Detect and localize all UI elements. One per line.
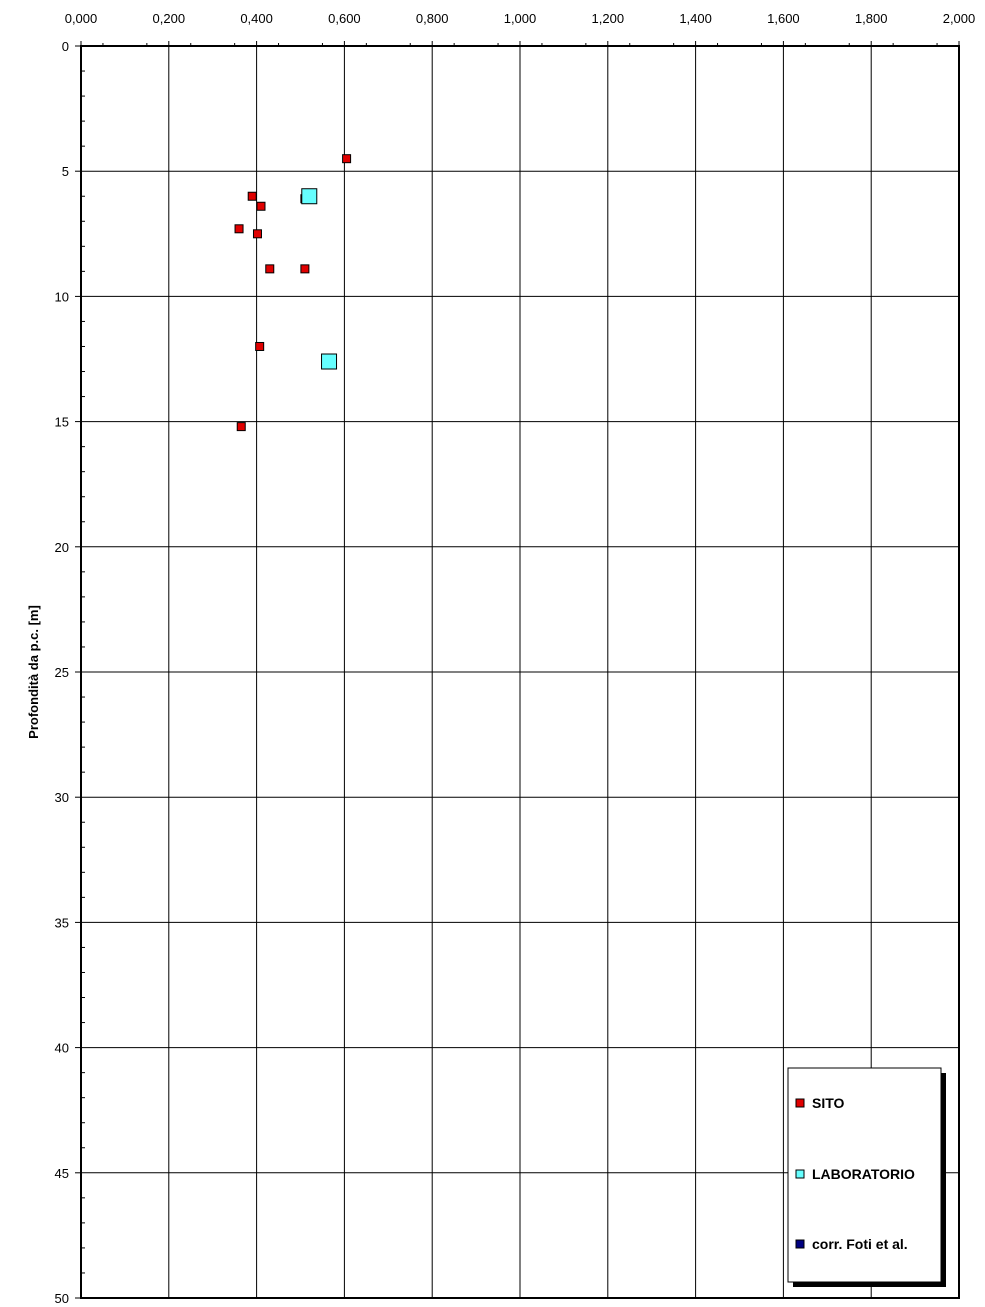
legend-marker <box>795 1098 805 1108</box>
y-tick-label: 45 <box>55 1166 69 1181</box>
point-sito <box>265 264 275 274</box>
point-sito <box>342 154 352 164</box>
data-points <box>234 154 352 432</box>
legend: SITO LABORATORIO corr. Foti et al. <box>787 1067 946 1287</box>
point-laboratorio <box>301 188 318 205</box>
x-tick-label: 0,400 <box>240 11 273 26</box>
point-sito <box>300 264 310 274</box>
x-tick-label: 0,800 <box>416 11 449 26</box>
y-tick-label: 40 <box>55 1041 69 1056</box>
y-axis-title: Profondità da p.c. [m] <box>26 605 41 739</box>
x-tick-label: 1,000 <box>504 11 537 26</box>
x-axis-tick-labels: 0,000 0,200 0,400 0,600 0,800 1,000 1,200 1,400… <box>65 11 976 26</box>
legend-label: corr. Foti et al. <box>812 1236 908 1252</box>
point-sito <box>255 341 265 351</box>
y-tick-label: 20 <box>55 540 69 555</box>
x-tick-label: 1,800 <box>855 11 888 26</box>
point-sito <box>256 201 266 211</box>
x-tick-label: 1,600 <box>767 11 800 26</box>
x-tick-label: 0,600 <box>328 11 361 26</box>
plot-area-border <box>80 45 960 1299</box>
y-tick-label: 10 <box>55 289 69 304</box>
x-tick-label: 0,000 <box>65 11 98 26</box>
y-tick-label: 25 <box>55 665 69 680</box>
legend-label: SITO <box>812 1095 845 1111</box>
y-tick-label: 30 <box>55 790 69 805</box>
x-tick-label: 0,200 <box>153 11 186 26</box>
y-tick-label: 35 <box>55 915 69 930</box>
y-axis-tick-labels: 0 5 10 15 20 25 30 35 40 45 50 <box>55 39 69 1306</box>
point-laboratorio <box>321 353 338 370</box>
legend-marker <box>795 1169 805 1179</box>
x-tick-label: 2,000 <box>943 11 976 26</box>
y-tick-label: 50 <box>55 1291 69 1306</box>
point-sito <box>236 422 246 432</box>
point-sito <box>252 229 262 239</box>
point-sito <box>247 191 257 201</box>
legend-marker <box>795 1239 805 1249</box>
legend-items: SITO LABORATORIO corr. Foti et al. <box>795 1095 915 1252</box>
legend-label: LABORATORIO <box>812 1166 915 1182</box>
point-sito <box>234 224 244 234</box>
x-tick-label: 1,400 <box>679 11 712 26</box>
legend-box <box>787 1067 942 1283</box>
y-tick-label: 15 <box>55 415 69 430</box>
y-tick-label: 0 <box>62 39 69 54</box>
x-tick-label: 1,200 <box>592 11 625 26</box>
grid <box>81 46 959 1298</box>
y-tick-label: 5 <box>62 164 69 179</box>
